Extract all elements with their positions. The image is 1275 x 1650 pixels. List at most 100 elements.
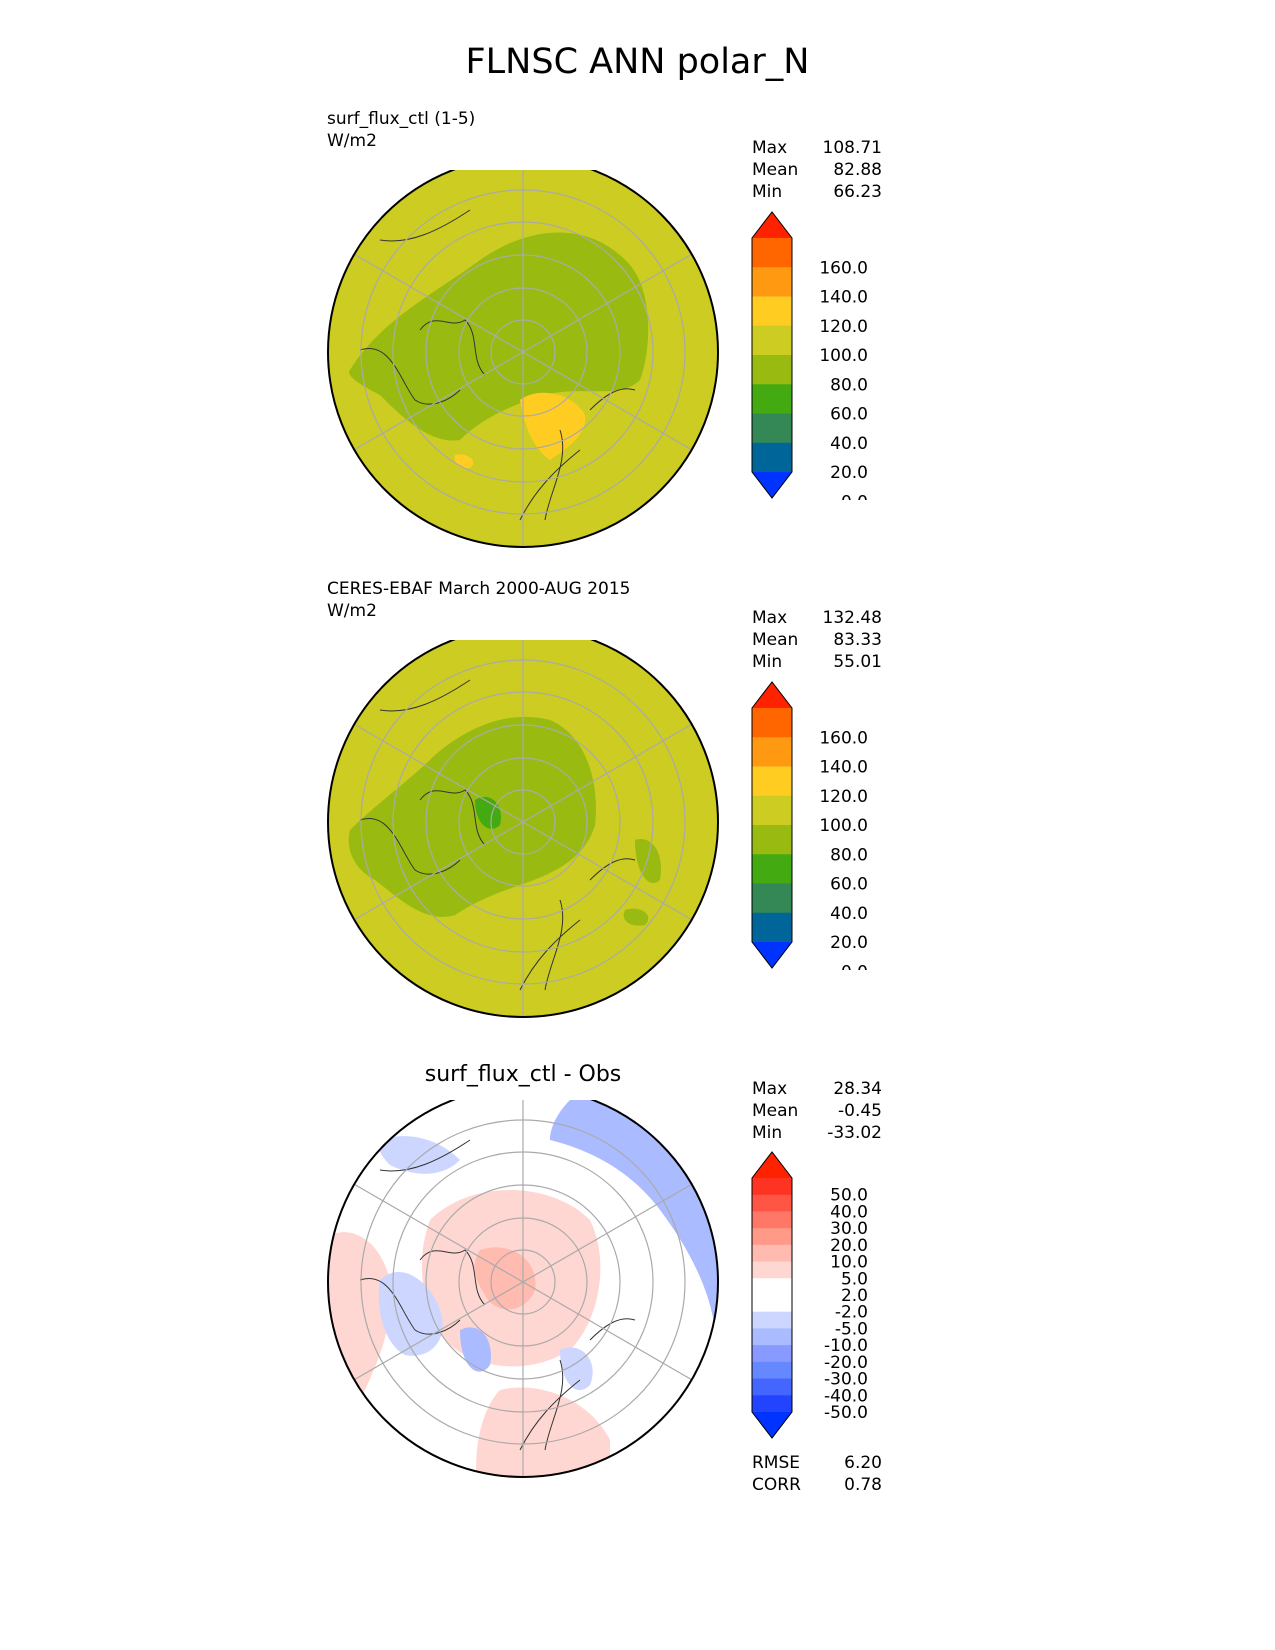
colorbar-extend-min	[752, 472, 792, 498]
graticule	[328, 1100, 718, 1477]
stat-label: Mean	[752, 160, 799, 180]
colorbar-tick-label: 0.0	[841, 492, 868, 500]
graticule	[328, 640, 718, 1017]
field-negative-2-5	[560, 1347, 593, 1391]
stat-value: 66.23	[833, 182, 882, 202]
colorbar-tick-label: 0.0	[841, 962, 868, 970]
colorbar-segment	[752, 854, 792, 884]
metric-label: CORR	[752, 1475, 801, 1495]
stat-value: 108.71	[822, 138, 882, 158]
colorbar-segment	[752, 737, 792, 767]
colorbar-segment	[752, 1378, 792, 1396]
map-boundary	[327, 1100, 719, 1478]
stat-value: 28.34	[833, 1079, 882, 1099]
map-boundary	[327, 640, 719, 1018]
colorbar-tick-label: 160.0	[819, 728, 868, 748]
colorbar-segment	[752, 766, 792, 797]
panel-3-stats: Max 28.34 Mean -0.45 Min -33.02	[752, 1078, 882, 1144]
field-60-80	[623, 908, 649, 926]
figure-title: FLNSC ANN polar_N	[465, 42, 810, 82]
coastline-outline	[359, 1139, 636, 1451]
stat-value: 82.88	[833, 160, 882, 180]
colorbar-extend-max	[752, 212, 792, 238]
coastline-outline	[359, 209, 636, 521]
colorbar-tick-label: -2.0	[835, 1303, 868, 1323]
colorbar-tick-label: -30.0	[824, 1370, 868, 1390]
colorbar-tick-label: 60.0	[830, 405, 868, 425]
field-negative-5-10	[460, 1327, 491, 1372]
metric-value: 0.78	[844, 1475, 882, 1495]
field-60-80	[349, 232, 649, 441]
colorbar-segment	[752, 1328, 792, 1346]
colorbar-tick-label: 120.0	[819, 317, 868, 337]
colorbar-extend-min	[752, 1412, 792, 1438]
colorbar-segment	[752, 1395, 792, 1413]
coastline-outline	[359, 679, 636, 991]
field-60-80	[348, 716, 596, 917]
colorbar-segment	[752, 238, 792, 268]
colorbar-segment	[752, 1178, 792, 1196]
colorbar-segment	[752, 883, 792, 914]
colorbar-segment	[752, 825, 792, 855]
panel-3-title: surf_flux_ctl - Obs	[424, 1062, 622, 1087]
panel-2-title: CERES-EBAF March 2000-AUG 2015	[327, 579, 631, 599]
field-60-80	[635, 839, 661, 884]
colorbar-tick-label: -5.0	[835, 1319, 868, 1339]
colorbar-tick-label: 20.0	[830, 463, 868, 483]
panel-1-stats: Max 108.71 Mean 82.88 Min 66.23	[752, 137, 882, 203]
metric-value: 6.20	[844, 1453, 882, 1473]
colorbar-segment	[752, 1345, 792, 1363]
colorbar-segment	[752, 267, 792, 297]
colorbar-tick-label: 30.0	[830, 1219, 868, 1239]
panel-2-units: W/m2	[327, 601, 377, 621]
colorbar-segment	[752, 1361, 792, 1380]
colorbar-tick-label: -50.0	[824, 1403, 868, 1423]
panel-1-colorbar: 160.0 140.0 120.0 100.0 80.0 60.0 40.0 20.0 0.0	[751, 211, 868, 500]
stat-label: Max	[752, 608, 788, 628]
map-boundary	[327, 170, 719, 548]
colorbar-segment	[752, 708, 792, 738]
stat-label: Min	[752, 182, 783, 202]
colorbar-outline	[751, 211, 793, 499]
colorbar-segment	[752, 384, 792, 414]
colorbar-tick-label: 10.0	[830, 1253, 868, 1273]
colorbar-segment	[752, 1261, 792, 1279]
field-100-120	[520, 392, 586, 460]
colorbar-tick-label: -20.0	[824, 1353, 868, 1373]
colorbar-segment	[752, 1228, 792, 1246]
colorbar-segment	[752, 1295, 792, 1313]
colorbar-tick-label: 20.0	[830, 933, 868, 953]
colorbar-extend-min	[752, 942, 792, 968]
panel-1-title: surf_flux_ctl (1-5)	[327, 109, 476, 129]
colorbar-tick-label: 50.0	[830, 1186, 868, 1206]
panel-2-colorbar: 160.0 140.0 120.0 100.0 80.0 60.0 40.0 20.0 0.0	[751, 681, 868, 970]
stat-label: Min	[752, 1123, 783, 1143]
colorbar-tick-label: 100.0	[819, 816, 868, 836]
colorbar-outline	[751, 681, 793, 969]
colorbar-tick-label: 40.0	[830, 1202, 868, 1222]
stat-label: Min	[752, 652, 783, 672]
stat-value: 55.01	[833, 652, 882, 672]
colorbar-tick-label: 5.0	[841, 1269, 868, 1289]
panel-3-map	[327, 1100, 719, 1478]
field-negative-2-5	[378, 1136, 460, 1174]
colorbar-tick-label: 100.0	[819, 346, 868, 366]
panel-2-map	[327, 640, 719, 1018]
panel-3-metrics: RMSE 6.20 CORR 0.78	[752, 1452, 882, 1496]
panel-1-units: W/m2	[327, 131, 377, 151]
colorbar-segment	[752, 912, 792, 943]
colorbar-segment	[752, 442, 792, 473]
colorbar-segment	[752, 1194, 792, 1212]
colorbar-segment	[752, 1278, 792, 1296]
colorbar-extend-max	[752, 1152, 792, 1178]
colorbar-segment	[752, 1244, 792, 1263]
colorbar-segment	[752, 413, 792, 444]
colorbar-tick-label: 140.0	[819, 288, 868, 308]
metric-label: RMSE	[752, 1453, 801, 1473]
colorbar-tick-label: 60.0	[830, 875, 868, 895]
field-60-80	[340, 458, 361, 490]
colorbar-tick-label: 140.0	[819, 758, 868, 778]
colorbar-segment	[752, 1211, 792, 1229]
colorbar-tick-label: 80.0	[830, 375, 868, 395]
colorbar-tick-label: -10.0	[824, 1336, 868, 1356]
